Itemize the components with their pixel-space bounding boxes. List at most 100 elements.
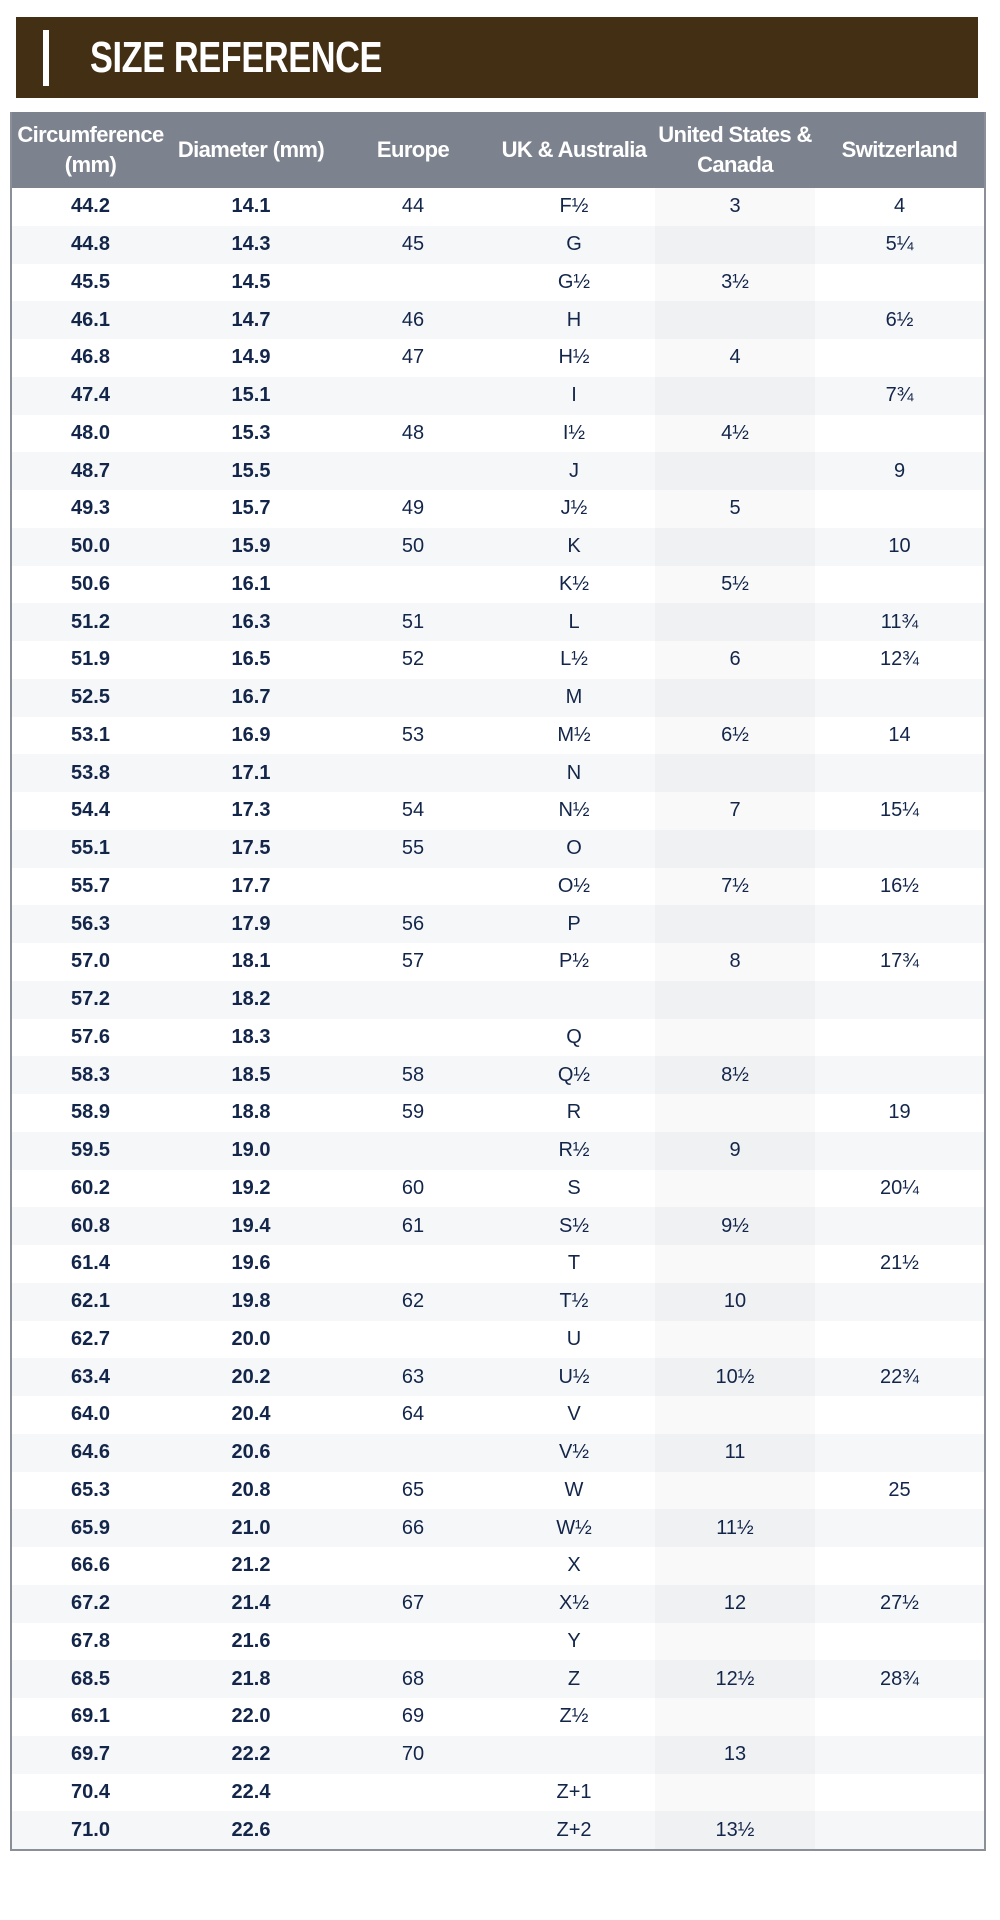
cell-europe	[333, 1132, 493, 1170]
cell-circumference: 68.5	[71, 1667, 110, 1690]
cell-uk-australia: V½	[558, 1441, 590, 1464]
cell-switzerland	[815, 1321, 984, 1359]
cell-switzerland: 28¾	[880, 1667, 919, 1690]
header-circumference: Circumference (mm)	[17, 122, 164, 177]
cell-diameter: 20.6	[231, 1441, 271, 1464]
cell-diameter: 15.3	[231, 421, 271, 444]
cell-switzerland	[815, 981, 984, 1019]
cell-us-canada: 9	[655, 1132, 815, 1170]
cell-europe	[333, 868, 493, 906]
cell-us-canada	[655, 1019, 815, 1057]
cell-us-canada	[655, 1472, 815, 1510]
cell-diameter: 15.1	[231, 384, 271, 407]
cell-switzerland: 5¼	[885, 233, 914, 256]
table-row: 44.8 14.3 45 G 5¼	[12, 225, 984, 264]
cell-europe: 56	[401, 912, 425, 935]
cell-uk-australia: S½	[558, 1214, 590, 1237]
cell-us-canada	[655, 830, 815, 868]
cell-diameter: 14.5	[231, 270, 271, 293]
cell-diameter: 14.3	[231, 233, 271, 256]
cell-circumference: 57.0	[71, 950, 110, 973]
cell-diameter: 17.9	[231, 912, 271, 935]
cell-us-canada	[655, 528, 815, 566]
table-row: 66.6 21.2 X	[12, 1547, 984, 1585]
cell-switzerland: 25	[888, 1478, 911, 1501]
table-row: 56.3 17.9 56 P	[12, 905, 984, 943]
cell-us-canada: 8	[655, 943, 815, 981]
cell-switzerland	[815, 1547, 984, 1585]
cell-switzerland	[815, 490, 984, 528]
cell-uk-australia: T½	[559, 1290, 589, 1313]
cell-uk-australia: X	[567, 1554, 581, 1577]
cell-circumference: 44.8	[71, 233, 110, 256]
table-row: 60.8 19.4 61 S½ 9½	[12, 1207, 984, 1245]
cell-switzerland	[815, 1056, 984, 1094]
cell-diameter: 21.4	[231, 1592, 271, 1615]
cell-switzerland: 14	[888, 723, 911, 746]
cell-uk-australia: P	[567, 912, 581, 935]
cell-uk-australia: J½	[560, 497, 588, 520]
cell-uk-australia	[493, 981, 655, 1019]
cell-uk-australia: V	[567, 1403, 581, 1426]
table-row: 54.4 17.3 54 N½ 7 15¼	[12, 792, 984, 830]
cell-switzerland: 12¾	[880, 648, 919, 671]
cell-us-canada: 13½	[655, 1811, 815, 1849]
cell-us-canada: 12	[655, 1585, 815, 1623]
cell-diameter: 15.5	[231, 459, 271, 482]
cell-europe: 54	[401, 799, 425, 822]
cell-circumference: 53.8	[71, 761, 110, 784]
cell-circumference: 53.1	[71, 723, 110, 746]
cell-uk-australia: K	[567, 535, 581, 558]
cell-us-canada	[655, 1698, 815, 1736]
cell-circumference: 46.8	[71, 346, 110, 369]
cell-circumference: 50.0	[71, 535, 110, 558]
cell-uk-australia: Y	[567, 1629, 581, 1652]
cell-europe: 60	[401, 1176, 425, 1199]
table-row: 57.6 18.3 Q	[12, 1019, 984, 1057]
cell-us-canada	[655, 1094, 815, 1132]
cell-circumference: 54.4	[71, 799, 110, 822]
cell-us-canada: 5½	[655, 566, 815, 604]
cell-us-canada: 3	[655, 188, 815, 226]
table-row: 46.8 14.9 47 H½ 4	[12, 339, 984, 377]
cell-uk-australia: X½	[558, 1592, 590, 1615]
cell-diameter: 20.4	[231, 1403, 271, 1426]
cell-us-canada: 10	[655, 1283, 815, 1321]
cell-diameter: 16.1	[231, 572, 271, 595]
cell-us-canada: 3½	[655, 264, 815, 302]
table-row: 62.1 19.8 62 T½ 10	[12, 1282, 984, 1321]
cell-us-canada: 7½	[655, 868, 815, 906]
cell-us-canada	[655, 1245, 815, 1283]
header-uk-australia: UK & Australia	[501, 137, 647, 162]
cell-diameter: 16.3	[231, 610, 271, 633]
cell-europe	[333, 452, 493, 490]
cell-us-canada	[655, 1774, 815, 1812]
cell-diameter: 15.9	[231, 535, 271, 558]
header-diameter: Diameter (mm)	[177, 137, 325, 162]
cell-europe: 58	[401, 1063, 425, 1086]
cell-circumference: 50.6	[71, 572, 110, 595]
cell-uk-australia: P½	[558, 950, 590, 973]
cell-us-canada: 10½	[655, 1358, 815, 1396]
cell-diameter: 20.2	[231, 1365, 271, 1388]
cell-europe: 50	[401, 535, 425, 558]
table-row: 57.0 18.1 57 P½ 8 17¾	[12, 943, 984, 981]
cell-us-canada	[655, 1623, 815, 1661]
cell-circumference: 62.1	[71, 1290, 110, 1313]
table-row: 70.4 22.4 Z+1	[12, 1774, 984, 1812]
cell-diameter: 18.8	[231, 1101, 271, 1124]
cell-circumference: 62.7	[71, 1327, 110, 1350]
cell-circumference: 48.0	[71, 421, 110, 444]
table-row: 63.4 20.2 63 U½ 10½ 22¾	[12, 1358, 984, 1396]
cell-circumference: 64.0	[71, 1403, 110, 1426]
cell-uk-australia: O½	[557, 874, 591, 897]
cell-europe: 66	[401, 1516, 425, 1539]
cell-switzerland	[815, 754, 984, 792]
cell-uk-australia: M	[565, 686, 583, 709]
cell-switzerland	[815, 1019, 984, 1057]
cell-switzerland	[815, 830, 984, 868]
cell-uk-australia: J	[569, 459, 579, 482]
size-table: Circumference (mm) Diameter (mm) Europe …	[10, 112, 986, 1851]
cell-switzerland: 10	[888, 535, 911, 558]
cell-circumference: 55.7	[71, 874, 110, 897]
